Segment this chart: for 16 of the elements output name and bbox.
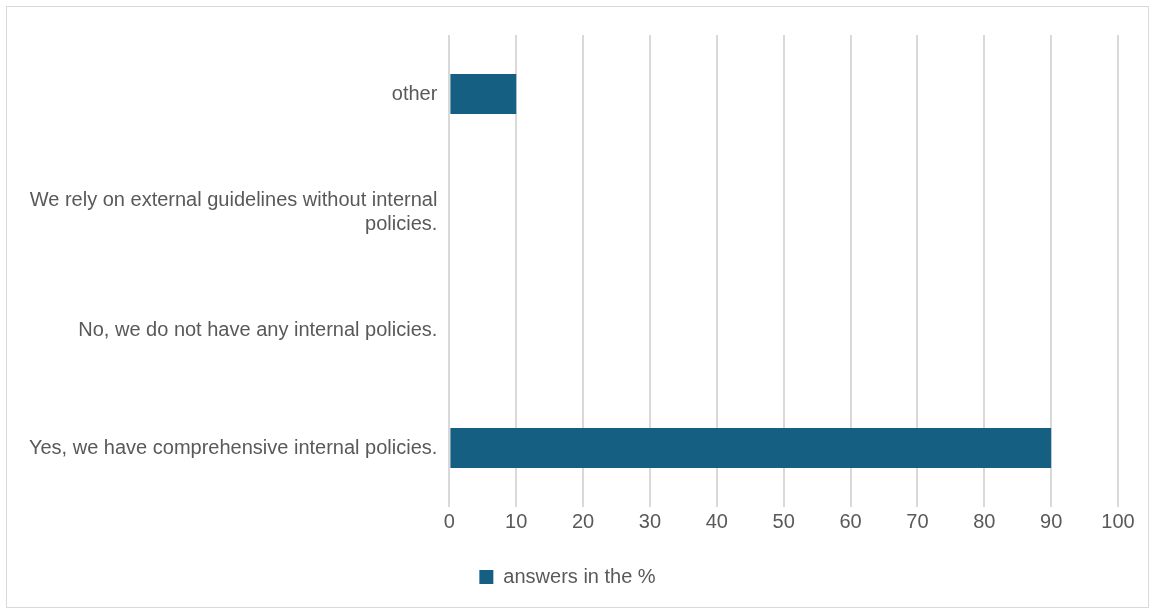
legend-label: answers in the % bbox=[503, 564, 656, 587]
x-tick-label: 40 bbox=[705, 509, 728, 532]
y-tick-label: We rely on external guidelines without internal policies. bbox=[29, 187, 438, 234]
y-tick-label: Yes, we have comprehensive internal policies. bbox=[28, 435, 438, 458]
x-tick-label: 90 bbox=[1040, 509, 1063, 532]
x-tick-label: 100 bbox=[1101, 509, 1135, 532]
x-tick-label: 20 bbox=[571, 509, 595, 532]
y-tick-label: No, we do not have any internal policies. bbox=[78, 317, 438, 340]
y-tick-label: other bbox=[391, 81, 438, 104]
x-tick-label: 0 bbox=[443, 509, 455, 532]
x-tick-label: 60 bbox=[839, 509, 862, 532]
x-tick-label: 30 bbox=[638, 509, 662, 532]
x-tick-label: 80 bbox=[973, 509, 996, 532]
x-tick-label: 10 bbox=[505, 509, 528, 532]
x-tick-label: 70 bbox=[906, 509, 929, 532]
x-tick-label: 50 bbox=[772, 509, 795, 532]
